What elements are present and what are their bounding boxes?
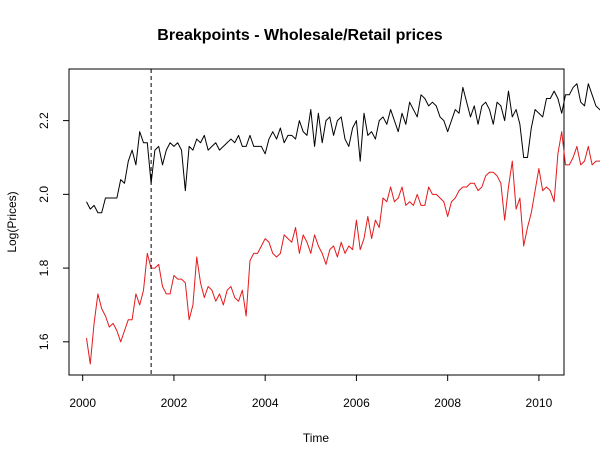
series-layer (85, 83, 600, 365)
x-tick-label: 2006 (343, 396, 370, 410)
series-line-0 (86, 83, 600, 214)
y-tick-label: 1.8 (37, 259, 51, 276)
y-axis-label: Log(Prices) (5, 191, 19, 252)
y-tick-label: 1.6 (37, 333, 51, 350)
x-axis-label: Time (303, 431, 330, 445)
x-tick-label: 2010 (526, 396, 553, 410)
series-line-1 (85, 131, 600, 365)
y-tick-label: 2.2 (37, 112, 51, 129)
plot-frame (68, 68, 565, 376)
x-tick-label: 2004 (252, 396, 279, 410)
y-axis: 1.6 1.8 2.0 2.2 (37, 112, 69, 350)
x-tick-label: 2002 (161, 396, 188, 410)
x-tick-label: 2008 (434, 396, 461, 410)
chart-title: Breakpoints - Wholesale/Retail prices (157, 27, 443, 44)
x-tick-label: 2000 (69, 396, 96, 410)
x-axis: 2000 2002 2004 2006 2008 2010 (69, 375, 553, 410)
y-tick-label: 2.0 (37, 186, 51, 203)
